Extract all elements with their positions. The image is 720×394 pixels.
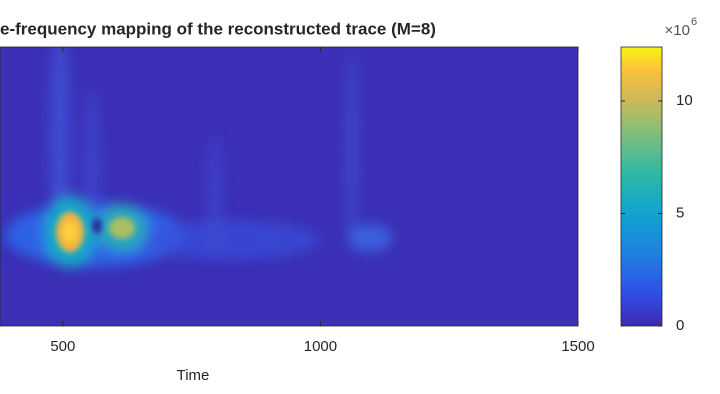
x-axis-label: Time bbox=[177, 367, 210, 384]
x-tick-label: 1500 bbox=[561, 338, 594, 355]
plot-frame bbox=[0, 46, 579, 327]
chart-title: e-frequency mapping of the reconstructed… bbox=[0, 19, 436, 38]
heatmap-image bbox=[0, 47, 578, 326]
x-tick-label: 1000 bbox=[304, 338, 337, 355]
colorbar-exponent: 6 bbox=[691, 16, 697, 28]
colorbar-tick-label: 5 bbox=[676, 204, 684, 221]
colorbar bbox=[620, 46, 663, 327]
colorbar-exponent-base: ×10 bbox=[665, 22, 690, 39]
colorbar-tick-label: 10 bbox=[676, 92, 693, 109]
x-tick-label: 500 bbox=[50, 338, 75, 355]
colorbar-tick-label: 0 bbox=[676, 317, 684, 334]
